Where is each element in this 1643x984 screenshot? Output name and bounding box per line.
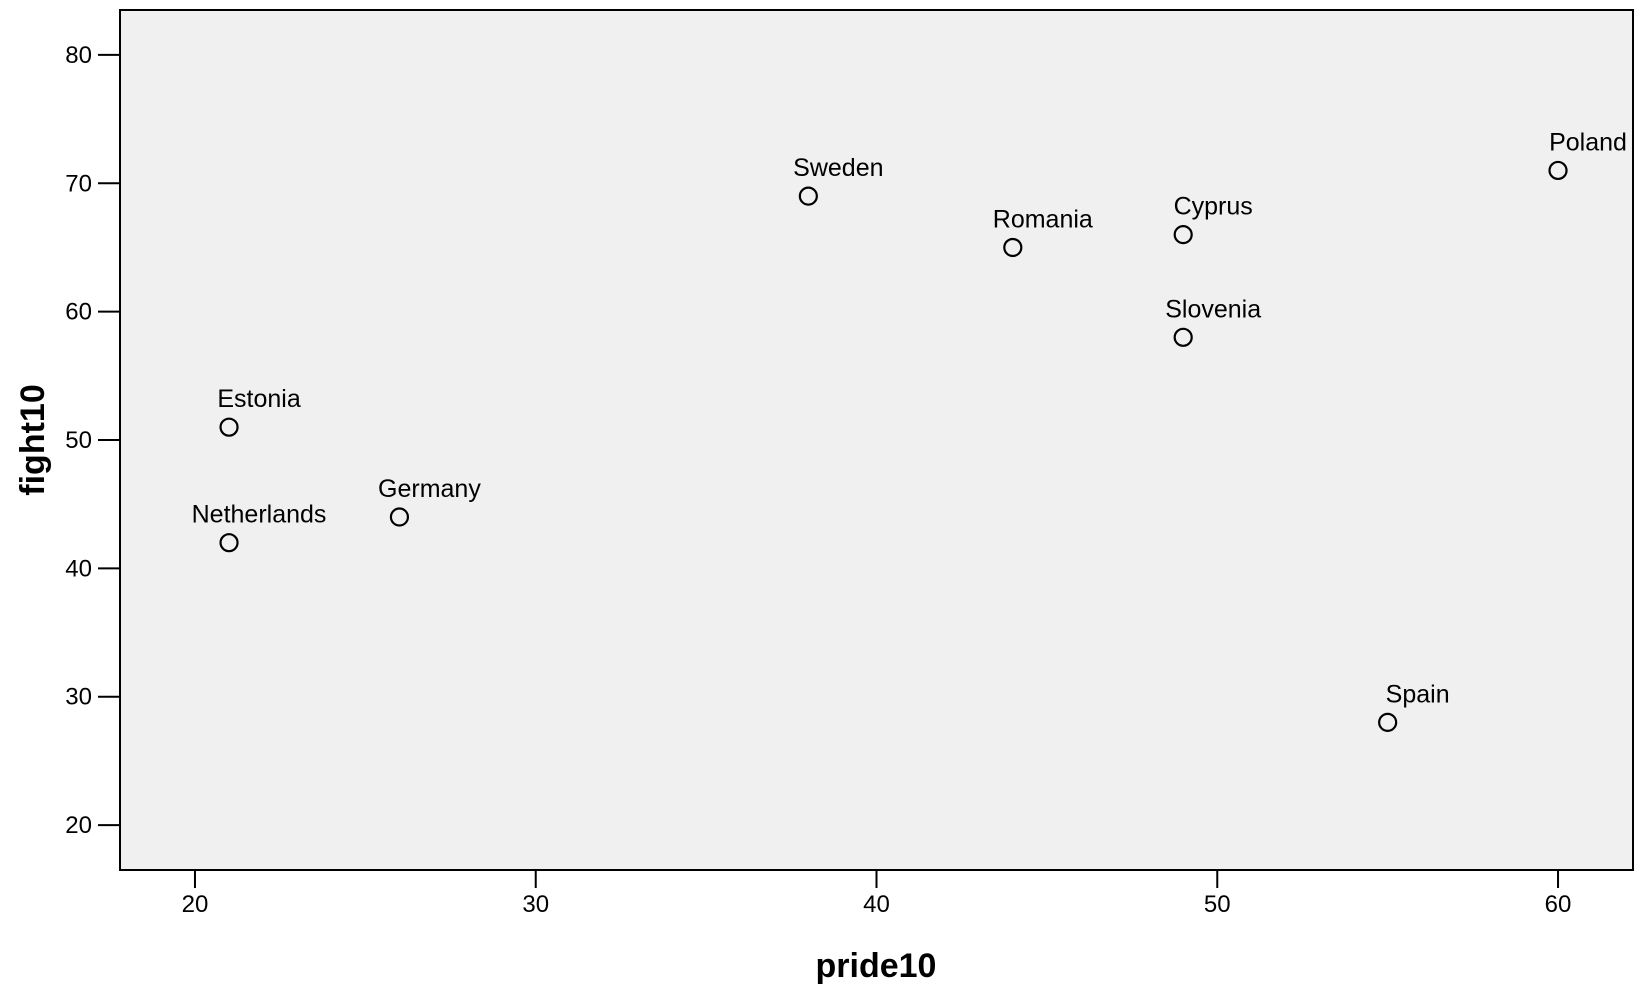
x-tick-label: 50	[1204, 891, 1231, 918]
x-axis-title: pride10	[816, 947, 937, 984]
data-points: Estonia Netherlands Germany Sweden Romania Cy…	[192, 128, 1627, 732]
data-point-marker	[1548, 160, 1568, 181]
data-point-label: Estonia	[217, 385, 300, 413]
y-tick-label: 50	[65, 427, 92, 454]
data-point-label: Germany	[378, 475, 481, 503]
data-point-marker	[1378, 712, 1398, 732]
y-tick-label: 80	[65, 42, 92, 69]
data-point-marker	[219, 533, 239, 553]
data-point-label: Spain	[1386, 680, 1450, 708]
data-point-marker	[798, 186, 818, 206]
data-point-marker	[389, 507, 410, 527]
plot-area	[119, 9, 1634, 871]
data-point-marker	[219, 417, 239, 437]
data-point-marker	[1173, 327, 1193, 347]
data-point-label: Cyprus	[1174, 193, 1253, 221]
data-point-label: Netherlands	[192, 501, 327, 529]
data-point-label: Romania	[993, 205, 1093, 233]
y-axis-title: fight10	[14, 384, 52, 495]
y-axis: 20 30 40 50 60 70 80	[65, 42, 120, 839]
x-tick-label: 40	[863, 891, 890, 918]
data-point-label: Slovenia	[1165, 295, 1261, 323]
y-tick-label: 40	[65, 555, 92, 582]
x-tick-label: 30	[522, 891, 549, 918]
y-tick-label: 20	[65, 812, 92, 839]
data-point-label: Sweden	[793, 154, 883, 182]
y-tick-label: 60	[65, 299, 92, 326]
y-tick-label: 30	[65, 684, 92, 711]
x-tick-label: 60	[1545, 891, 1572, 918]
data-point-marker	[1173, 225, 1193, 245]
data-point-marker	[1003, 237, 1023, 258]
y-tick-label: 70	[65, 170, 92, 197]
x-tick-label: 20	[182, 891, 209, 918]
x-axis: 20 30 40 50 60	[182, 870, 1572, 918]
data-point-label: Poland	[1549, 128, 1627, 156]
